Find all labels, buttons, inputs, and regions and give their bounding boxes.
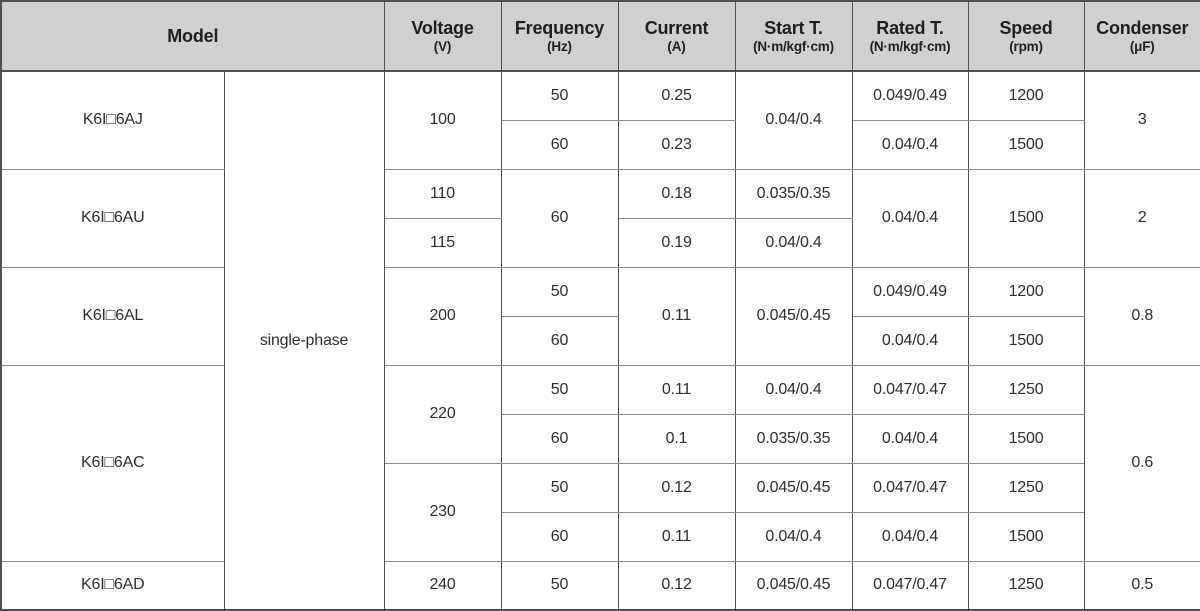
table-row: K6I□6AU 110 60 0.18 0.035/0.35 0.04/0.4 … (0, 168, 1200, 268)
speed-cell: 1500 (967, 119, 1085, 170)
current-cell: 0.11 (617, 511, 736, 562)
table-header: Model Voltage (V) Frequency (Hz) Current… (0, 1, 1200, 72)
table-row: K6I□6AC 220 50 0.11 0.04/0.4 0.047/0.47 … (0, 364, 1200, 562)
start-torque-cell: 0.045/0.45 (734, 266, 853, 366)
model-cell: K6I□6AJ (0, 70, 225, 170)
voltage-cell: 110 (383, 168, 502, 219)
header-frequency: Frequency (Hz) (500, 1, 619, 72)
voltage-cell: 230 (383, 462, 502, 562)
frequency-cell: 50 (500, 266, 619, 317)
frequency-cell: 60 (500, 413, 619, 464)
current-cell: 0.11 (617, 266, 736, 366)
table-row: 230 50 0.12 0.045/0.45 0.047/0.47 1250 (1, 462, 1200, 562)
condenser-cell: 0.8 (1083, 266, 1200, 366)
condenser-cell: 2 (1083, 168, 1200, 268)
rated-torque-cell: 0.047/0.47 (851, 364, 969, 415)
voltage-cell: 220 (383, 364, 502, 464)
rated-torque-cell: 0.04/0.4 (851, 315, 969, 366)
table-row: 60 0.1 0.035/0.35 0.04/0.4 1500 (1, 413, 1200, 464)
frequency-cell: 50 (500, 70, 619, 121)
start-torque-cell: 0.045/0.45 (734, 462, 853, 513)
current-cell: 0.12 (617, 560, 736, 611)
rated-torque-cell: 0.047/0.47 (851, 462, 969, 513)
header-voltage: Voltage (V) (383, 1, 502, 72)
phase-cell: single-phase (223, 70, 385, 611)
table-row: 60 0.23 0.04/0.4 1500 (1, 119, 1200, 170)
rated-torque-cell: 0.04/0.4 (851, 119, 969, 170)
condenser-cell: 0.6 (1083, 364, 1200, 562)
header-model-label: Model (167, 26, 219, 46)
table-row: 115 0.19 0.04/0.4 (1, 217, 1200, 268)
frequency-cell: 50 (500, 462, 619, 513)
rated-torque-cell: 0.049/0.49 (851, 70, 969, 121)
start-torque-cell: 0.035/0.35 (734, 413, 853, 464)
speed-cell: 1500 (967, 413, 1085, 464)
speed-cell: 1500 (967, 168, 1085, 268)
rated-torque-cell: 0.04/0.4 (851, 168, 969, 268)
start-torque-cell: 0.045/0.45 (734, 560, 853, 611)
speed-cell: 1500 (967, 315, 1085, 366)
model-cell: K6I□6AU (0, 168, 225, 268)
rated-torque-cell: 0.049/0.49 (851, 266, 969, 317)
start-torque-cell: 0.04/0.4 (734, 70, 853, 170)
header-rated-torque: Rated T. (N·m/kgf·cm) (851, 1, 969, 72)
current-cell: 0.25 (617, 70, 736, 121)
header-speed: Speed (rpm) (967, 1, 1085, 72)
current-cell: 0.12 (617, 462, 736, 513)
current-cell: 0.1 (617, 413, 736, 464)
table-row: 60 0.04/0.4 1500 (1, 315, 1200, 366)
table-row: K6I□6AL 200 50 0.11 0.045/0.45 0.049/0.4… (0, 266, 1200, 366)
speed-cell: 1200 (967, 266, 1085, 317)
header-row: Model Voltage (V) Frequency (Hz) Current… (0, 1, 1200, 72)
current-cell: 0.11 (617, 364, 736, 415)
condenser-cell: 0.5 (1083, 560, 1200, 611)
frequency-cell: 50 (500, 364, 619, 415)
frequency-cell: 60 (500, 168, 619, 268)
current-cell: 0.18 (617, 168, 736, 219)
voltage-cell: 200 (383, 266, 502, 366)
rated-torque-cell: 0.047/0.47 (851, 560, 969, 611)
model-cell: K6I□6AL (0, 266, 225, 366)
header-model: Model (0, 1, 385, 72)
voltage-cell: 240 (383, 560, 502, 611)
start-torque-cell: 0.04/0.4 (734, 511, 853, 562)
table-body: K6I□6AJ single-phase 100 50 0.25 0.04/0.… (0, 70, 1200, 611)
rated-torque-cell: 0.04/0.4 (851, 413, 969, 464)
current-cell: 0.23 (617, 119, 736, 170)
speed-cell: 1200 (967, 70, 1085, 121)
table-row: 60 0.11 0.04/0.4 0.04/0.4 1500 (1, 511, 1200, 562)
model-cell: K6I□6AC (0, 364, 225, 562)
speed-cell: 1250 (967, 364, 1085, 415)
start-torque-cell: 0.04/0.4 (734, 364, 853, 415)
table-row: K6I□6AJ single-phase 100 50 0.25 0.04/0.… (0, 70, 1200, 611)
frequency-cell: 60 (500, 511, 619, 562)
voltage-cell: 100 (383, 70, 502, 170)
speed-cell: 1250 (967, 560, 1085, 611)
frequency-cell: 60 (500, 315, 619, 366)
current-cell: 0.19 (617, 217, 736, 268)
frequency-cell: 50 (500, 560, 619, 611)
start-torque-cell: 0.035/0.35 (734, 168, 853, 219)
speed-cell: 1500 (967, 511, 1085, 562)
table-row: K6I□6AD 240 50 0.12 0.045/0.45 0.047/0.4… (0, 560, 1200, 611)
condenser-cell: 3 (1083, 70, 1200, 170)
model-cell: K6I□6AD (0, 560, 225, 611)
start-torque-cell: 0.04/0.4 (734, 217, 853, 268)
speed-cell: 1250 (967, 462, 1085, 513)
frequency-cell: 60 (500, 119, 619, 170)
header-condenser: Condenser (μF) (1083, 1, 1200, 72)
voltage-cell: 115 (383, 217, 502, 268)
rated-torque-cell: 0.04/0.4 (851, 511, 969, 562)
header-current: Current (A) (617, 1, 736, 72)
header-start-torque: Start T. (N·m/kgf·cm) (734, 1, 853, 72)
